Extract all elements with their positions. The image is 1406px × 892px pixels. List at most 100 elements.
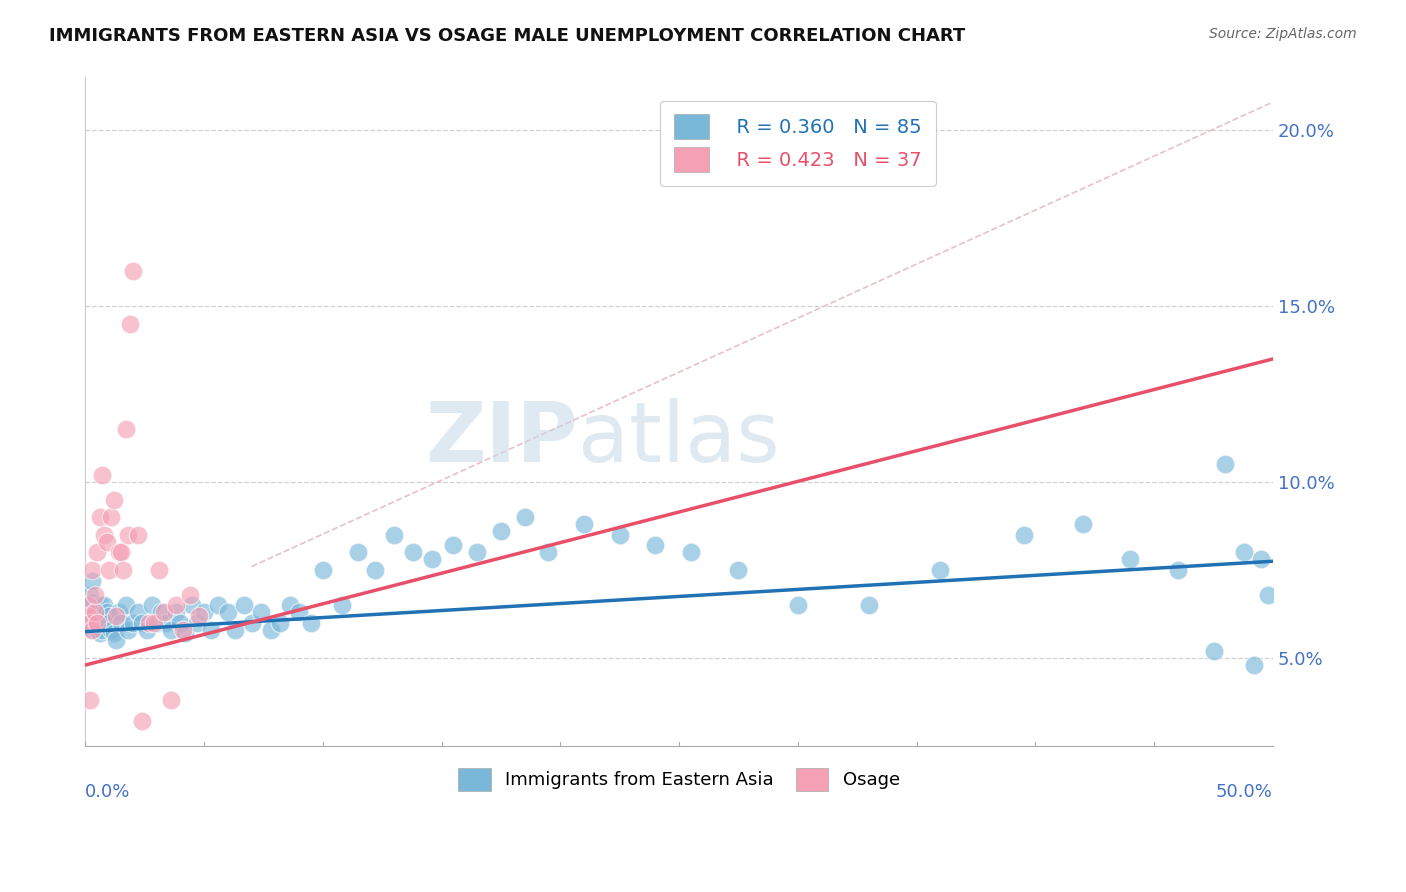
Point bbox=[93, 528, 115, 542]
Point bbox=[79, 588, 101, 602]
Point bbox=[152, 605, 174, 619]
Point bbox=[172, 623, 194, 637]
Point bbox=[513, 510, 536, 524]
Point bbox=[155, 615, 177, 630]
Point bbox=[90, 623, 112, 637]
Point bbox=[110, 545, 132, 559]
Point bbox=[269, 615, 291, 630]
Point bbox=[121, 615, 143, 630]
Point bbox=[107, 545, 129, 559]
Point bbox=[148, 563, 170, 577]
Point bbox=[145, 615, 167, 630]
Point bbox=[278, 599, 301, 613]
Point bbox=[89, 626, 111, 640]
Point bbox=[1202, 644, 1225, 658]
Point bbox=[131, 615, 153, 630]
Point bbox=[100, 623, 122, 637]
Point bbox=[1250, 552, 1272, 566]
Point bbox=[572, 517, 595, 532]
Point bbox=[679, 545, 702, 559]
Point bbox=[200, 623, 222, 637]
Point bbox=[402, 545, 425, 559]
Point bbox=[114, 422, 136, 436]
Point bbox=[89, 510, 111, 524]
Point bbox=[1012, 528, 1035, 542]
Point bbox=[90, 615, 112, 630]
Point bbox=[110, 615, 132, 630]
Point bbox=[165, 605, 187, 619]
Point bbox=[250, 605, 273, 619]
Text: 50.0%: 50.0% bbox=[1216, 783, 1272, 801]
Point bbox=[1119, 552, 1142, 566]
Point bbox=[120, 317, 142, 331]
Point bbox=[98, 608, 121, 623]
Point bbox=[727, 563, 749, 577]
Point bbox=[127, 605, 149, 619]
Point bbox=[79, 615, 101, 630]
Point bbox=[188, 608, 211, 623]
Point bbox=[112, 563, 135, 577]
Point bbox=[76, 608, 98, 623]
Point bbox=[121, 264, 143, 278]
Point bbox=[103, 492, 125, 507]
Point bbox=[76, 599, 98, 613]
Point bbox=[117, 623, 139, 637]
Text: Source: ZipAtlas.com: Source: ZipAtlas.com bbox=[1209, 27, 1357, 41]
Text: atlas: atlas bbox=[578, 398, 780, 479]
Point bbox=[299, 615, 322, 630]
Point bbox=[90, 468, 112, 483]
Point bbox=[382, 528, 405, 542]
Point bbox=[1071, 517, 1094, 532]
Point bbox=[93, 615, 115, 630]
Point bbox=[609, 528, 631, 542]
Point bbox=[86, 615, 108, 630]
Point bbox=[193, 605, 215, 619]
Point bbox=[93, 599, 115, 613]
Point bbox=[179, 588, 201, 602]
Point bbox=[312, 563, 335, 577]
Point bbox=[117, 528, 139, 542]
Point bbox=[79, 615, 101, 630]
Point bbox=[86, 615, 108, 630]
Point bbox=[98, 563, 121, 577]
Point bbox=[1243, 658, 1265, 673]
Point bbox=[1215, 458, 1237, 472]
Point bbox=[86, 623, 108, 637]
Point bbox=[1257, 588, 1279, 602]
Point bbox=[96, 605, 118, 619]
Point bbox=[86, 605, 108, 619]
Point bbox=[150, 605, 173, 619]
Point bbox=[114, 599, 136, 613]
Point bbox=[929, 563, 952, 577]
Point bbox=[181, 599, 204, 613]
Text: 0.0%: 0.0% bbox=[86, 783, 131, 801]
Point bbox=[786, 599, 808, 613]
Point bbox=[83, 588, 105, 602]
Point bbox=[165, 599, 187, 613]
Point bbox=[537, 545, 560, 559]
Point bbox=[82, 574, 104, 588]
Point bbox=[143, 615, 166, 630]
Text: ZIP: ZIP bbox=[426, 398, 578, 479]
Point bbox=[240, 615, 263, 630]
Point bbox=[103, 626, 125, 640]
Point bbox=[76, 599, 98, 613]
Point bbox=[79, 693, 101, 707]
Point bbox=[105, 608, 128, 623]
Point bbox=[347, 545, 370, 559]
Point bbox=[96, 535, 118, 549]
Point bbox=[207, 599, 229, 613]
Point bbox=[858, 599, 880, 613]
Point bbox=[224, 623, 246, 637]
Point bbox=[364, 563, 387, 577]
Point bbox=[83, 615, 105, 630]
Point bbox=[82, 623, 104, 637]
Point bbox=[105, 633, 128, 648]
Point bbox=[330, 599, 353, 613]
Point bbox=[1233, 545, 1256, 559]
Point bbox=[141, 599, 163, 613]
Point bbox=[159, 693, 181, 707]
Point bbox=[138, 615, 160, 630]
Point bbox=[82, 563, 104, 577]
Point bbox=[465, 545, 488, 559]
